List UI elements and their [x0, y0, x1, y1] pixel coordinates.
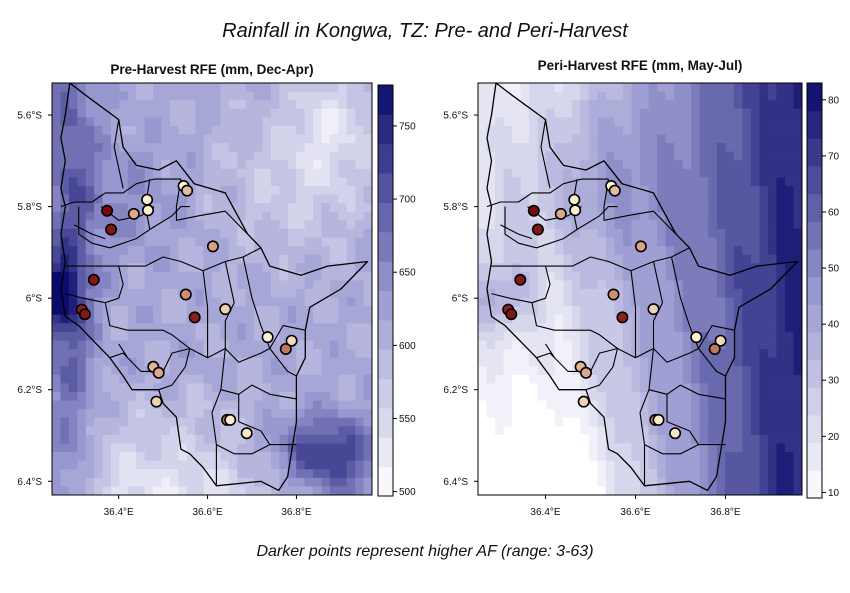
colorbar-tick-label: 60 [828, 207, 840, 218]
sample-point [279, 342, 292, 355]
sample-point [219, 303, 232, 316]
af-points-pre [75, 180, 298, 440]
sample-point [634, 240, 647, 253]
colorbar-tick-label: 30 [828, 376, 840, 387]
sample-point [150, 395, 163, 408]
colorbar-tick-label: 40 [828, 320, 840, 331]
y-tick-label: 6.2°S [443, 385, 468, 396]
sample-point [505, 308, 518, 321]
sample-point [101, 204, 114, 217]
colorbar-tick-label: 600 [399, 341, 416, 352]
map-frame-pre [51, 82, 373, 496]
x-tick-label: 36.8°E [281, 507, 311, 518]
sample-point [527, 204, 540, 217]
colorbar-tick-label: 650 [399, 268, 416, 279]
sample-point [285, 334, 298, 347]
sample-point [261, 331, 274, 344]
sample-point [152, 366, 165, 379]
x-tick-label: 36.4°E [530, 507, 560, 518]
sample-point [568, 193, 581, 206]
y-tick-label: 6.4°S [17, 477, 42, 488]
sample-point [616, 311, 629, 324]
colorbar-tick-label: 80 [828, 95, 840, 106]
colorbar-tick-label: 550 [399, 414, 416, 425]
colorbar-tick-label: 750 [399, 121, 416, 132]
sample-point [579, 366, 592, 379]
colorbar-tick-label: 20 [828, 432, 840, 443]
sample-point [188, 311, 201, 324]
x-tick-label: 36.6°E [620, 507, 650, 518]
sample-point [608, 184, 621, 197]
y-tick-label: 6.2°S [17, 385, 42, 396]
colorbar-tick-label: 500 [399, 487, 416, 498]
rainfall-raster-pre [52, 83, 372, 495]
sample-point [240, 427, 253, 440]
colorbar-tick-label: 70 [828, 151, 840, 162]
sample-point [127, 207, 140, 220]
y-tick-label: 6°S [26, 294, 43, 305]
sample-point [142, 204, 155, 217]
district-boundaries-pre [60, 83, 369, 492]
y-tick-label: 5.8°S [17, 202, 42, 213]
map-frame-peri [477, 82, 803, 496]
sample-point [179, 288, 192, 301]
x-tick-label: 36.4°E [104, 507, 134, 518]
sample-point [577, 395, 590, 408]
colorbar-tick-label: 50 [828, 264, 840, 275]
y-tick-label: 6.4°S [443, 477, 468, 488]
x-tick-label: 36.8°E [710, 507, 740, 518]
y-tick-label: 5.6°S [17, 111, 42, 122]
sample-point [554, 207, 567, 220]
x-tick-label: 36.6°E [192, 507, 222, 518]
colorbar-peri [806, 82, 823, 499]
figure-title: Rainfall in Kongwa, TZ: Pre- and Peri-Ha… [222, 20, 628, 42]
sample-point [607, 288, 620, 301]
sample-point [105, 223, 118, 236]
sample-point [141, 193, 154, 206]
panel-title-peri-harvest: Peri-Harvest RFE (mm, May-Jul) [537, 58, 743, 73]
af-points-peri [502, 180, 727, 440]
sample-point [531, 223, 544, 236]
sample-point [652, 413, 665, 426]
y-tick-label: 5.8°S [443, 202, 468, 213]
sample-point [647, 303, 660, 316]
sample-point [78, 308, 91, 321]
sample-point [669, 427, 682, 440]
panel-title-pre-harvest: Pre-Harvest RFE (mm, Dec-Apr) [110, 62, 314, 77]
colorbar-tick-label: 10 [828, 488, 840, 499]
sample-point [708, 342, 721, 355]
sample-point [206, 240, 219, 253]
y-tick-label: 5.6°S [443, 111, 468, 122]
colorbar-tick-label: 700 [399, 195, 416, 206]
sample-point [224, 413, 237, 426]
sample-point [569, 204, 582, 217]
figure-caption: Darker points represent higher AF (range… [256, 543, 594, 560]
sample-point [714, 334, 727, 347]
sample-point [514, 273, 527, 286]
colorbar-pre [377, 84, 394, 497]
sample-point [690, 331, 703, 344]
sample-point [87, 273, 100, 286]
rainfall-raster-peri [478, 83, 802, 495]
sample-point [181, 184, 194, 197]
y-tick-label: 6°S [452, 294, 469, 305]
